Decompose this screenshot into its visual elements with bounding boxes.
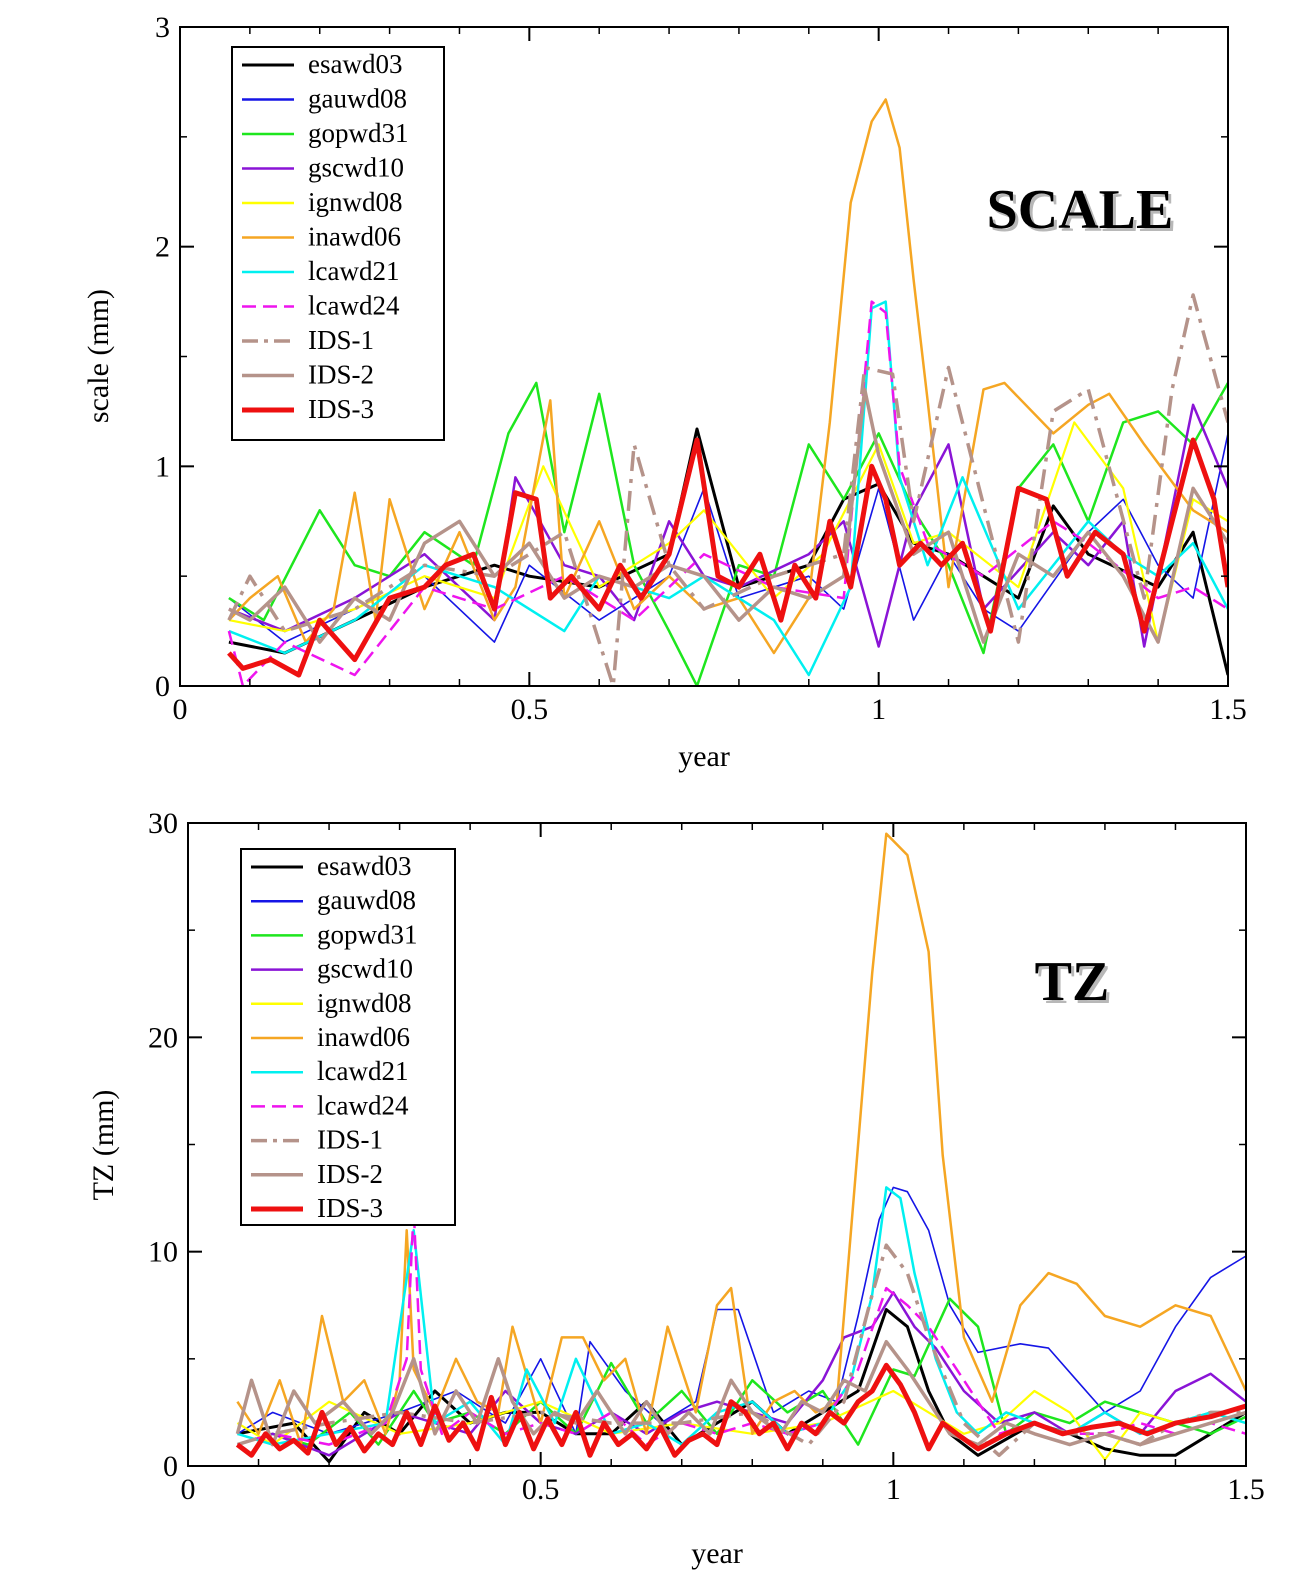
scale-legend-label-ids-3: IDS-3 (308, 394, 374, 424)
scale-series-line-lcawd24 (227, 300, 1228, 686)
scale-legend-label-inawd06: inawd06 (308, 222, 401, 252)
scale-series-line-gscwd10 (228, 403, 1228, 648)
tz-legend-label-lcawd24: lcawd24 (317, 1090, 409, 1120)
scale-legend-label-esawd03: esawd03 (308, 49, 402, 79)
tz-y-axis-label: TZ (mm) (87, 1090, 120, 1201)
tz-legend-label-ids-3: IDS-3 (317, 1193, 383, 1223)
tz-y-tick-label: 20 (148, 1021, 178, 1054)
scale-legend-label-ids-2: IDS-2 (308, 360, 374, 390)
scale-legend-label-gscwd10: gscwd10 (308, 153, 404, 183)
tz-legend-label-gscwd10: gscwd10 (317, 954, 413, 984)
tz-legend-label-gopwd31: gopwd31 (317, 919, 418, 949)
scale-series-line-ignwd08 (228, 421, 1228, 644)
tz-series-line-gauwd08 (236, 1186, 1246, 1435)
scale-y-tick-label: 1 (155, 450, 170, 483)
scale-legend: esawd03 gauwd08 gopwd31 gscwd10 ignwd08 inawd… (231, 46, 445, 441)
scale-series-line-gauwd08 (228, 433, 1228, 643)
tz-series-line-ids-3 (235, 1362, 1246, 1458)
scale-y-axis-label: scale (mm) (82, 289, 115, 423)
scale-legend-label-lcawd21: lcawd21 (308, 256, 399, 286)
tz-title-shadow: TZ (1038, 954, 1113, 1016)
tz-x-axis-label: year (691, 1537, 743, 1570)
scale-legend-label-lcawd24: lcawd24 (308, 291, 400, 321)
tz-series-line-ids-2 (235, 1339, 1246, 1447)
scale-legend-label-ids-1: IDS-1 (308, 325, 374, 355)
tz-x-tick-label: 0 (181, 1473, 196, 1506)
scale-legend-label-gopwd31: gopwd31 (308, 118, 409, 148)
tz-chart-title: TZ (1035, 951, 1110, 1013)
scale-x-axis-label: year (678, 740, 730, 773)
scale-series-line-ids-3 (227, 437, 1228, 678)
tz-legend-label-lcawd21: lcawd21 (317, 1056, 408, 1086)
tz-legend-label-ids-2: IDS-2 (317, 1159, 383, 1189)
scale-y-tick-label: 3 (155, 11, 170, 44)
tz-y-tick-label: 10 (148, 1236, 178, 1269)
tz-y-tick-label: 0 (163, 1450, 178, 1483)
scale-x-tick-label: 1.5 (1209, 693, 1247, 726)
tz-legend: esawd03 gauwd08 gopwd31 gscwd10 ignwd08 inawd… (240, 848, 456, 1226)
scale-chart-title: SCALE (987, 179, 1174, 241)
tz-legend-label-esawd03: esawd03 (317, 851, 411, 881)
scale-legend-label-gauwd08: gauwd08 (308, 84, 407, 114)
scale-y-tick-label: 0 (155, 670, 170, 703)
tz-y-tick-label: 30 (148, 807, 178, 840)
tz-x-tick-label: 1 (886, 1473, 901, 1506)
tz-series-group (235, 832, 1246, 1464)
scale-x-tick-label: 0.5 (511, 693, 549, 726)
tz-legend-label-ids-1: IDS-1 (317, 1125, 383, 1155)
scale-series-line-esawd03 (228, 427, 1228, 676)
tz-legend-label-ignwd08: ignwd08 (317, 988, 412, 1018)
scale-x-tick-label: 0 (173, 693, 188, 726)
scale-legend-label-ignwd08: ignwd08 (308, 187, 403, 217)
scale-series-line-gopwd31 (228, 381, 1228, 686)
tz-x-tick-label: 0.5 (522, 1473, 560, 1506)
tz-legend-label-inawd06: inawd06 (317, 1022, 410, 1052)
scale-title-shadow: SCALE (990, 182, 1177, 244)
scale-series-line-ids-2 (228, 387, 1228, 644)
scale-series-group (227, 98, 1228, 686)
tz-series-line-gopwd31 (237, 1297, 1246, 1446)
scale-x-tick-label: 1 (871, 693, 886, 726)
tz-x-tick-label: 1.5 (1227, 1473, 1265, 1506)
tz-legend-label-gauwd08: gauwd08 (317, 885, 416, 915)
scale-y-tick-label: 2 (155, 231, 170, 264)
